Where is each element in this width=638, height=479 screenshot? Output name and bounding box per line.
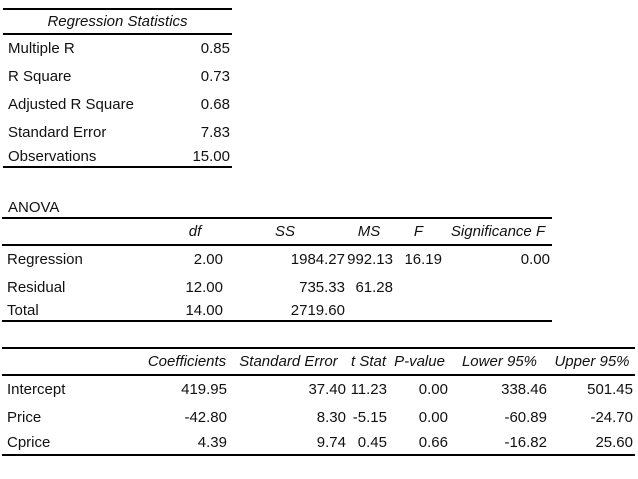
table-cell: 1984.27 [290,251,345,268]
stat-label: R Square [8,67,72,85]
coef-header-t-stat: t Stat [348,347,389,376]
corner-cell [2,347,145,376]
table-cell: 0.00 [418,381,448,398]
stat-value: 0.85 [200,40,230,57]
table-cell: 61.28 [355,278,393,296]
table-row: Intercept 419.95 37.40 11.23 0.00 338.46… [2,375,635,403]
table-cell: 992.13 [347,251,393,268]
anova-title: ANOVA [8,199,60,216]
table-row: Adjusted R Square 0.68 [3,90,232,118]
table-cell: 0.00 [520,251,550,268]
table-cell: 419.95 [181,381,227,398]
table-cell: 9.74 [229,431,348,456]
table-cell: -24.70 [590,408,633,426]
row-label: Price [7,408,42,426]
anova-header-ms: MS [345,217,393,246]
anova-header-ss: SS [225,217,345,246]
stat-value: 0.68 [200,95,230,113]
coef-header-p-value: P-value [389,347,450,376]
table-cell: 25.60 [549,431,635,456]
table-cell [444,301,552,322]
coef-header-standard-error: Standard Error [229,347,348,376]
anova-header-f: F [393,217,444,246]
table-cell: 0.66 [389,431,450,456]
regression-statistics-title: Regression Statistics [3,8,232,35]
coef-header-lower-95: Lower 95% [450,347,549,376]
table-cell [444,273,552,301]
table-cell: -60.89 [504,408,547,426]
table-cell: 8.30 [316,408,346,426]
table-cell: 11.23 [350,381,387,398]
row-label: Residual [7,278,66,296]
table-header-row: Coefficients Standard Error t Stat P-val… [2,347,635,376]
stat-value: 15.00 [155,146,232,168]
table-row: Cprice 4.39 9.74 0.45 0.66 -16.82 25.60 [2,431,635,456]
table-cell: 2.00 [193,251,223,268]
stat-label: Standard Error [8,123,107,141]
table-cell [393,273,444,301]
table-row: R Square 0.73 [3,62,232,90]
stat-label: Adjusted R Square [8,95,134,113]
table-cell: 16.19 [404,251,442,268]
table-header-row: df SS MS F Significance F [2,217,552,246]
table-cell [345,301,393,322]
table-cell: 12.00 [185,278,223,296]
table-row: Regression 2.00 1984.27 992.13 16.19 0.0… [2,245,552,273]
table-cell: 338.46 [501,381,547,398]
coef-header-upper-95: Upper 95% [549,347,635,376]
table-row: Price -42.80 8.30 -5.15 0.00 -60.89 -24.… [2,403,635,431]
corner-cell [2,217,165,246]
row-label: Intercept [7,381,66,398]
table-cell: 0.45 [348,431,389,456]
table-cell: -42.80 [184,408,227,426]
anova-header-significance-f: Significance F [444,217,552,246]
table-cell: -16.82 [450,431,549,456]
table-cell: 735.33 [299,278,345,296]
anova-table: df SS MS F Significance F Regression 2.0… [2,217,552,322]
table-cell: 4.39 [145,431,229,456]
table-cell: 2719.60 [225,301,345,322]
table-row: Standard Error 7.83 [3,118,232,146]
table-cell: 37.40 [308,381,346,398]
table-row: Observations 15.00 [3,146,232,168]
table-cell: 14.00 [165,301,225,322]
table-row: Multiple R 0.85 [3,34,232,62]
regression-statistics-table: Regression Statistics Multiple R 0.85 R … [3,8,232,168]
row-label: Cprice [2,431,145,456]
stat-value: 0.73 [200,67,230,85]
table-row: Total 14.00 2719.60 [2,301,552,322]
stat-value: 7.83 [200,123,230,141]
table-cell: 501.45 [587,381,633,398]
coefficients-table: Coefficients Standard Error t Stat P-val… [2,347,635,456]
stat-label: Observations [3,146,155,168]
table-row: Residual 12.00 735.33 61.28 [2,273,552,301]
table-cell: 0.00 [418,408,448,426]
row-label: Regression [7,251,83,268]
row-label: Total [2,301,165,322]
table-cell: -5.15 [352,408,387,426]
anova-header-df: df [165,217,225,246]
stat-label: Multiple R [8,40,75,57]
coef-header-coefficients: Coefficients [145,347,229,376]
table-cell [393,301,444,322]
